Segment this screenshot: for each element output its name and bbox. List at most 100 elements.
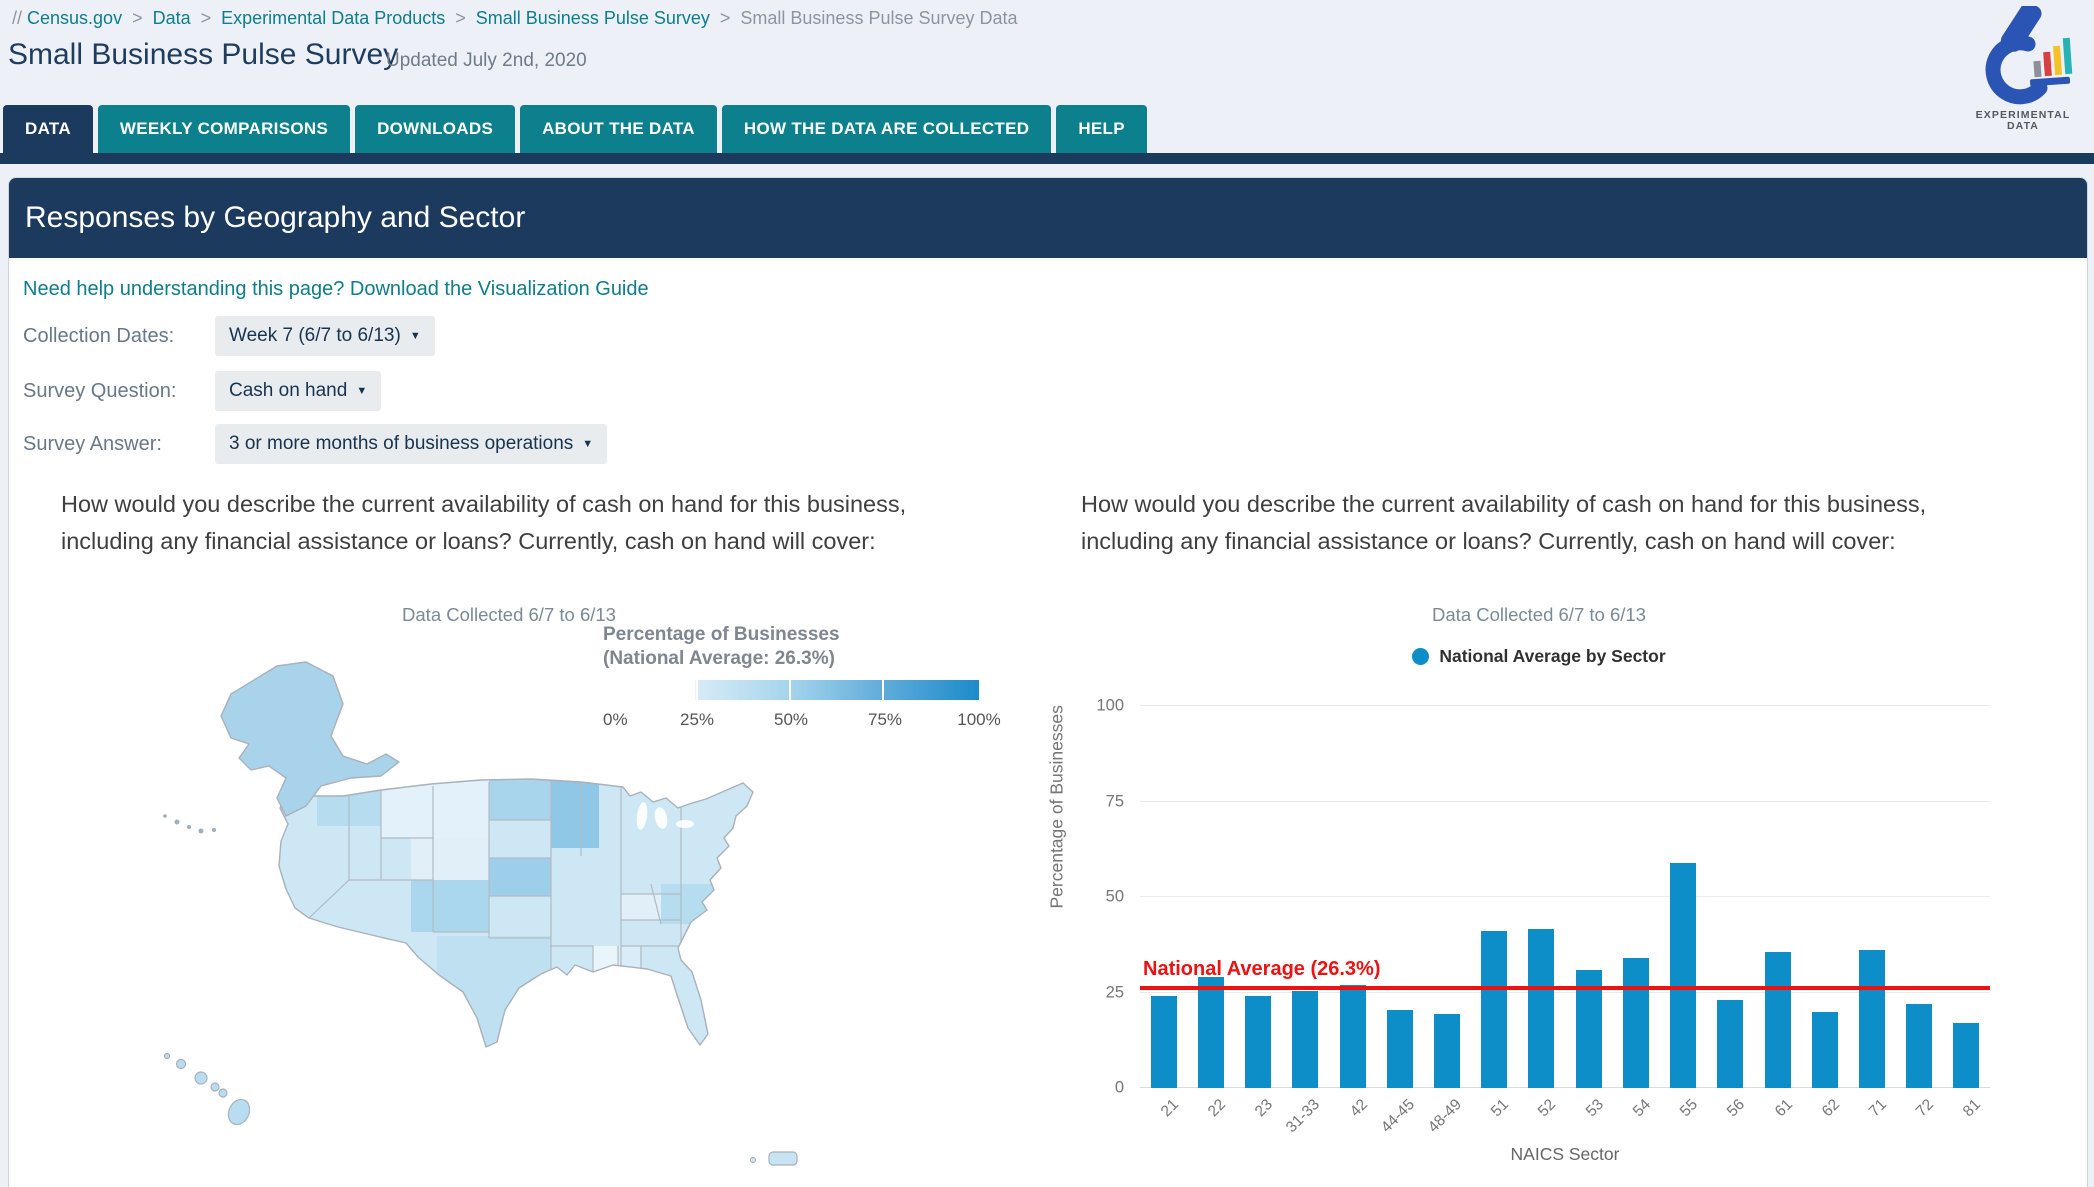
state-shading [317,779,733,1047]
collection-dates-value: Week 7 (6/7 to 6/13) [229,325,401,346]
updated-date: Updated July 2nd, 2020 [386,50,587,71]
section-banner: Responses by Geography and Sector [9,178,2087,258]
y-tick-label: 25 [1105,983,1124,1001]
microscope-icon [1985,2,2073,105]
tab-weekly-comparisons[interactable]: WEEKLY COMPARISONS [97,105,351,153]
national-average-line [1140,985,1990,990]
logo-text-line1: EXPERIMENTAL [1975,109,2071,121]
x-tick-label-44-45: 44-45 [1377,1096,1418,1137]
bar-sector-54[interactable] [1622,958,1649,1088]
collection-dates-dropdown[interactable]: Week 7 (6/7 to 6/13) ▼ [215,316,435,356]
tab-help[interactable]: HELP [1056,105,1147,153]
bar-sector-31-33[interactable] [1292,990,1319,1088]
gradient-tick-label: 100% [957,710,1001,729]
tab-how-the-data-are-collected[interactable]: HOW THE DATA ARE COLLECTED [721,105,1052,153]
bar-chart-plot-area: 0 25 50 75 100 21 22 23 31-33 42 44-45 48-49 51 52 53 5… [1096,697,1990,1136]
bar-sector-72[interactable] [1906,1003,1933,1088]
bar-sector-62[interactable] [1811,1011,1838,1088]
bar-sector-48-49[interactable] [1433,1013,1460,1088]
chevron-down-icon: ▼ [582,438,594,450]
collection-dates-label: Collection Dates: [23,324,175,347]
bar-sector-42[interactable] [1339,984,1366,1088]
x-tick-label-81: 81 [1960,1096,1985,1121]
color-gradient-bar [603,680,979,700]
bar-sector-21[interactable] [1150,996,1177,1088]
x-tick-label-62: 62 [1818,1096,1843,1121]
x-tick-label-23: 23 [1251,1096,1277,1121]
y-axis-title: Percentage of Businesses [1046,705,1067,909]
breadcrumb-item-data[interactable]: Data [152,8,191,28]
x-tick-label-31-33: 31-33 [1283,1096,1324,1137]
survey-answer-label: Survey Answer: [23,432,162,455]
x-tick-label-55: 55 [1676,1096,1702,1121]
map-color-legend: Percentage of Businesses (National Avera… [603,623,1001,732]
gradient-tick-label: 0% [603,710,628,729]
bar-sector-44-45[interactable] [1386,1009,1413,1088]
bar-sector-51[interactable] [1481,931,1508,1088]
tab-about-the-data[interactable]: ABOUT THE DATA [520,105,717,153]
bar-sector-71[interactable] [1858,950,1885,1088]
content-panel: Responses by Geography and Sector Need h… [8,177,2088,1187]
x-tick-label-72: 72 [1912,1096,1938,1121]
breadcrumb-item-census-gov[interactable]: Census.gov [27,8,123,28]
legend-dot-icon [1412,648,1430,665]
x-tick-label-48-49: 48-49 [1424,1096,1465,1137]
page-title: Small Business Pulse Survey [8,38,399,71]
section-title: Responses by Geography and Sector [25,201,526,234]
chevron-down-icon: ▼ [356,385,368,397]
map-subtitle: Data Collected 6/7 to 6/13 [402,604,616,625]
visualization-guide-link[interactable]: Need help understanding this page? Downl… [23,278,649,300]
chart-legend-label: National Average by Sector [1439,646,1666,666]
chevron-down-icon: ▼ [409,330,421,342]
x-tick-label-51: 51 [1487,1096,1513,1121]
chart-subtitle: Data Collected 6/7 to 6/13 [1432,604,1646,625]
gradient-tick-label: 75% [867,710,903,729]
bar-sector-61[interactable] [1764,952,1791,1088]
survey-question-value: Cash on hand [229,380,348,401]
y-tick-label: 100 [1096,696,1124,715]
breadcrumb-separator: > [719,8,731,28]
bar-sector-56[interactable] [1717,1000,1744,1088]
breadcrumb: // Census.gov > Data > Experimental Data Pro… [12,8,1018,29]
breadcrumb-separator: > [455,8,466,28]
gradient-tick-label: 50% [773,710,809,729]
breadcrumb-separator: > [200,8,212,28]
logo-text-line2: DATA [2006,120,2039,132]
bar-sector-52[interactable] [1528,929,1555,1088]
bar-sector-23[interactable] [1245,996,1272,1088]
gridline-0 [1140,1087,1990,1088]
bar-sector-55[interactable] [1670,862,1697,1088]
national-average-label: National Average (26.3%) [1143,957,1381,980]
breadcrumb-item-experimental-data-products[interactable]: Experimental Data Products [221,8,446,28]
x-tick-label-56: 56 [1724,1096,1749,1121]
y-tick-label: 75 [1105,792,1124,810]
filter-collection-dates: Collection Dates: Week 7 (6/7 to 6/13) ▼ [23,316,435,356]
tab-data[interactable]: DATA [3,105,93,153]
alaska [163,661,400,834]
map-question-text: How would you describe the current avail… [61,491,907,554]
breadcrumb-separator: > [132,8,143,28]
gridline-100 [1140,705,1990,706]
bar-sector-81[interactable] [1953,1023,1980,1088]
bar-sector-22[interactable] [1197,977,1224,1088]
breadcrumb-item-small-business-pulse-survey[interactable]: Small Business Pulse Survey [475,8,710,28]
us-choropleth-map[interactable] [81,646,801,1181]
gridline-75 [1140,800,1990,802]
gradient-tick-label: 25% [679,710,715,729]
y-tick-label: 0 [1114,1078,1124,1097]
gridline-50 [1140,896,1990,897]
map-legend-title: Percentage of Businesses [603,624,840,645]
tab-downloads[interactable]: DOWNLOADS [355,105,516,153]
survey-question-dropdown[interactable]: Cash on hand ▼ [215,371,382,411]
y-tick-label: 50 [1105,887,1124,906]
tab-bar: DATA WEEKLY COMPARISONS DOWNLOADS ABOUT THE… [3,105,1147,153]
breadcrumb-prefix: // [12,8,28,28]
survey-answer-dropdown[interactable]: 3 or more months of business operations … [215,424,608,464]
hawaii [163,1052,251,1126]
x-axis-title: NAICS Sector [1510,1144,1620,1164]
x-tick-label-21: 21 [1157,1096,1182,1121]
chart-question-text: How would you describe the current avail… [1081,491,1927,554]
map-legend-subtitle: (National Average: 26.3%) [603,648,835,669]
great-lakes [636,802,694,830]
experimental-data-logo: EXPERIMENTAL DATA [1968,2,2078,136]
